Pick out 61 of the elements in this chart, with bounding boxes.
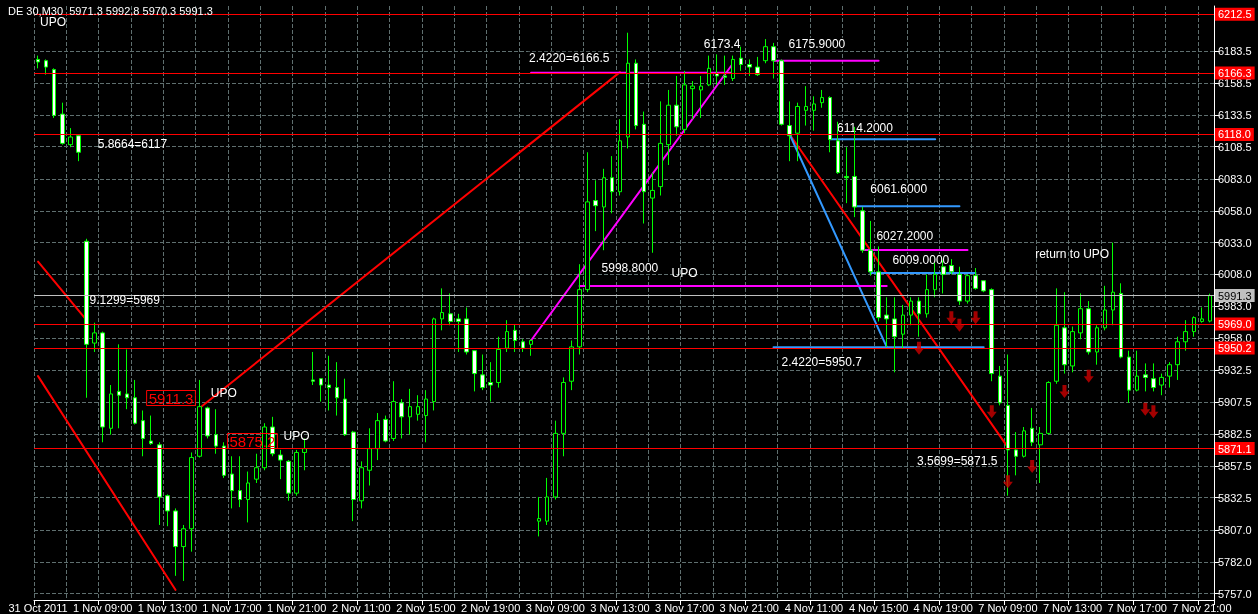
series-label: 6114.2000 bbox=[837, 121, 894, 136]
ref-line-label: 5991.3 bbox=[1218, 289, 1252, 302]
annotation: UPO bbox=[40, 15, 67, 29]
y-tick-label: 6033.0 bbox=[1218, 236, 1252, 249]
ref-line-label: 5871.1 bbox=[1218, 442, 1252, 455]
annotation: UPO bbox=[671, 266, 698, 280]
y-tick-label: 5958.0 bbox=[1218, 331, 1252, 344]
x-tick-label: 3 Nov 21:00 bbox=[719, 601, 779, 614]
y-tick-label: 6058.0 bbox=[1218, 204, 1252, 217]
series-label: 6009.0000 bbox=[892, 253, 950, 268]
series-label: 6175.9000 bbox=[788, 36, 846, 51]
x-tick-label: 7 Nov 17:00 bbox=[1107, 601, 1167, 614]
x-tick-label: 3 Nov 09:00 bbox=[525, 601, 585, 614]
x-tick-label: 3 Nov 13:00 bbox=[590, 601, 650, 614]
x-tick-label: 7 Nov 13:00 bbox=[1042, 601, 1103, 614]
y-tick-label: 5907.5 bbox=[1218, 396, 1252, 409]
y-tick-label: 6108.5 bbox=[1218, 140, 1252, 153]
series-label: 2.4220=6166.5 bbox=[529, 50, 610, 65]
x-tick-label: 31 Oct 2011 bbox=[8, 601, 68, 614]
y-tick-label: 5932.5 bbox=[1218, 364, 1252, 377]
y-tick-label: 5807.0 bbox=[1218, 524, 1252, 537]
annotation: 5.8664=6117 bbox=[97, 137, 168, 151]
y-tick-label: 6083.0 bbox=[1218, 172, 1252, 185]
series-label: 5998.8000 bbox=[601, 261, 659, 276]
y-tick-label: 5857.5 bbox=[1218, 459, 1252, 472]
x-tick-label: 1 Nov 17:00 bbox=[202, 601, 262, 614]
chart-title: DE 30,M30 5971.3 5992.8 5970.3 5991.3 bbox=[8, 4, 213, 17]
annotation: 6173.4 bbox=[703, 37, 741, 51]
annotation: 3.5699=5871.5 bbox=[916, 454, 998, 468]
ref-line-label: 5950.2 bbox=[1218, 341, 1252, 354]
x-tick-label: 4 Nov 19:00 bbox=[913, 601, 973, 614]
y-tick-label: 5983.0 bbox=[1218, 300, 1252, 313]
ref-line-label: 6166.3 bbox=[1218, 67, 1252, 80]
x-tick-label: 3 Nov 17:00 bbox=[654, 601, 715, 614]
annotation: UPO bbox=[283, 429, 310, 443]
ref-line-label: 6118.0 bbox=[1218, 128, 1251, 141]
y-tick-label: 5757.0 bbox=[1218, 587, 1252, 600]
x-tick-label: 1 Nov 13:00 bbox=[137, 601, 198, 614]
y-tick-label: 5882.5 bbox=[1218, 428, 1252, 441]
x-tick-label: 7 Nov 09:00 bbox=[978, 601, 1038, 614]
x-tick-label: 7 Nov 21:00 bbox=[1172, 601, 1232, 614]
series-label: 6061.6000 bbox=[870, 182, 928, 197]
series-label: 2.4220=5950.7 bbox=[781, 355, 863, 370]
x-tick-label: 2 Nov 11:00 bbox=[332, 601, 391, 614]
x-tick-label: 4 Nov 11:00 bbox=[784, 601, 844, 614]
ref-line-label: 6212.5 bbox=[1218, 8, 1252, 21]
annotation: 9.1299=5969 bbox=[89, 293, 161, 307]
series-label: 6027.2000 bbox=[876, 228, 934, 243]
y-tick-label: 6008.0 bbox=[1218, 268, 1252, 281]
x-tick-label: 2 Nov 19:00 bbox=[460, 601, 521, 614]
y-tick-label: 6133.5 bbox=[1218, 108, 1252, 121]
x-tick-label: 4 Nov 15:00 bbox=[848, 601, 909, 614]
x-tick-label: 1 Nov 09:00 bbox=[73, 601, 133, 614]
y-tick-label: 5832.5 bbox=[1218, 491, 1252, 504]
ref-line-label: 5969.0 bbox=[1218, 317, 1252, 330]
annotation: return to UPO bbox=[1035, 247, 1110, 261]
x-tick-label: 2 Nov 15:00 bbox=[396, 601, 456, 614]
y-tick-label: 5782.0 bbox=[1218, 555, 1252, 568]
x-tick-label: 1 Nov 21:00 bbox=[267, 601, 327, 614]
annotation: 5911.3 bbox=[148, 389, 194, 407]
y-tick-label: 6183.5 bbox=[1218, 45, 1252, 58]
